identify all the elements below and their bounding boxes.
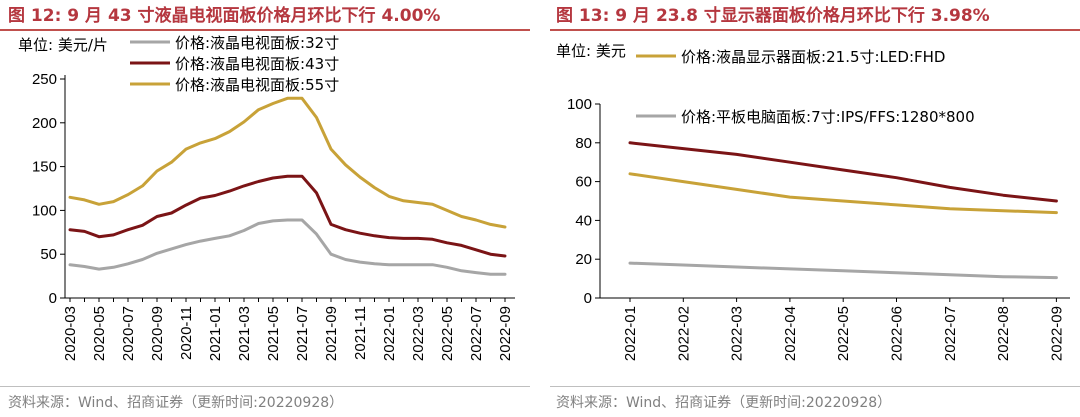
- y-tick-label: 40: [575, 212, 592, 229]
- left-unit-label: 单位: 美元/片: [18, 36, 108, 54]
- x-tick-label: 2020-03: [62, 306, 79, 361]
- y-tick-label: 250: [32, 71, 57, 88]
- x-tick-label: 2022-09: [1048, 306, 1065, 361]
- y-tick-label: 80: [575, 135, 592, 152]
- y-tick-label: 50: [40, 246, 57, 263]
- x-tick-label: 2021-01: [207, 306, 224, 361]
- x-tick-label: 2022-09: [497, 306, 514, 361]
- x-tick-label: 2022-04: [782, 306, 799, 361]
- y-tick-label: 60: [575, 174, 592, 191]
- x-tick-label: 2020-05: [91, 306, 108, 361]
- right-chart-title: 图 13: 9 月 23.8 寸显示器面板价格月环比下行 3.98%: [556, 6, 990, 26]
- y-tick-label: 150: [32, 159, 57, 176]
- series-line-2: [68, 96, 507, 229]
- x-tick-label: 2021-11: [352, 306, 369, 360]
- series-line-1: [628, 261, 1058, 280]
- right-x-ticks: 2022-01 2022-02 2022-03 2022-04 2022-05 2022-…: [622, 298, 1065, 361]
- x-tick-label: 2021-09: [323, 306, 340, 361]
- x-tick-label: 2021-05: [265, 306, 282, 361]
- left-chart-title: 图 12: 9 月 43 寸液晶电视面板价格月环比下行 4.00%: [8, 6, 441, 26]
- y-tick-label: 0: [584, 290, 592, 307]
- left-title-rule: [0, 29, 530, 31]
- left-series-lines: [68, 96, 507, 276]
- x-tick-label: 2022-05: [439, 306, 456, 361]
- x-tick-label: 2022-06: [889, 306, 906, 361]
- legend-label: 价格:平板电脑面板:7寸:IPS/FFS:1280*800: [681, 108, 975, 126]
- right-source-rule: [550, 386, 1080, 387]
- legend-label: 价格:液晶电视面板:55寸: [175, 76, 339, 94]
- series-line-1: [68, 174, 507, 258]
- legend-label: 价格:液晶电视面板:32寸: [175, 34, 339, 52]
- right-source-text: 资料来源：Wind、招商证券（更新时间:20220928）: [556, 395, 892, 411]
- x-tick-label: 2022-01: [622, 306, 639, 361]
- y-tick-label: 100: [32, 202, 57, 219]
- x-tick-label: 2022-03: [410, 306, 427, 361]
- x-tick-label: 2020-09: [149, 306, 166, 361]
- x-tick-label: 2022-03: [729, 306, 746, 361]
- x-tick-label: 2021-03: [236, 306, 253, 361]
- right-legend: 价格:液晶显示器面板:21.5寸:LED:FHD 价格:平板电脑面板:7寸:IPS…: [636, 48, 975, 126]
- right-y-ticks: 0 20 40 60 80 100: [567, 96, 600, 307]
- x-tick-label: 2021-07: [294, 306, 311, 361]
- left-source-text: 资料来源：Wind、招商证券（更新时间:20220928）: [8, 395, 344, 411]
- x-tick-label: 2022-05: [835, 306, 852, 361]
- x-tick-label: 2020-11: [178, 306, 195, 360]
- right-series-lines: [628, 141, 1058, 280]
- series-line-0: [68, 218, 507, 276]
- left-x-ticks: 2020-03 2020-05 2020-07 2020-09 2020-11 2021-…: [62, 298, 514, 361]
- x-tick-label: 2022-01: [381, 306, 398, 361]
- left-source-rule: [0, 386, 530, 387]
- right-title-rule: [550, 29, 1080, 31]
- y-tick-label: 20: [575, 251, 592, 268]
- left-y-ticks: 0 50 100 150 200 250: [32, 71, 65, 307]
- series-line-2: [628, 141, 1058, 203]
- x-tick-label: 2022-02: [675, 306, 692, 361]
- x-tick-label: 2020-07: [120, 306, 137, 361]
- x-tick-label: 2022-07: [468, 306, 485, 361]
- x-tick-label: 2022-08: [995, 306, 1012, 361]
- y-tick-label: 100: [567, 96, 592, 113]
- legend-label: 价格:液晶显示器面板:21.5寸:LED:FHD: [681, 48, 945, 66]
- right-unit-label: 单位: 美元: [556, 42, 626, 60]
- x-tick-label: 2022-07: [942, 306, 959, 361]
- series-line-0: [628, 172, 1058, 215]
- y-tick-label: 0: [49, 290, 57, 307]
- y-tick-label: 200: [32, 115, 57, 132]
- legend-label: 价格:液晶电视面板:43寸: [175, 55, 339, 73]
